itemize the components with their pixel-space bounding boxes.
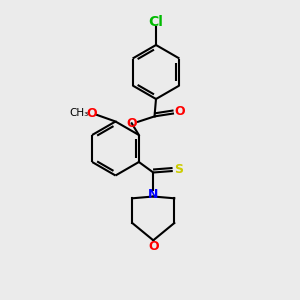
Text: CH₃: CH₃ [70,108,89,118]
Text: O: O [175,105,185,119]
Text: O: O [86,107,97,120]
Text: Cl: Cl [148,15,164,28]
Text: O: O [148,240,159,253]
Text: N: N [148,188,158,202]
Text: S: S [174,163,183,176]
Text: O: O [126,117,137,130]
